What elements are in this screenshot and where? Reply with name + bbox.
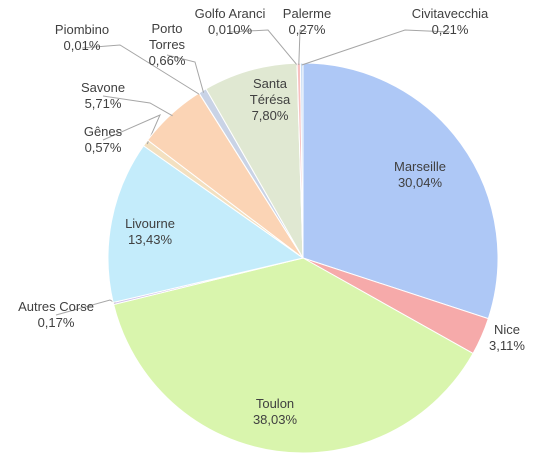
value-label: 0,010% — [207, 22, 253, 37]
value-label: 0,01% — [63, 38, 101, 53]
category-name: Savone — [80, 80, 126, 95]
category-name: Livourne — [125, 216, 175, 231]
slice-label: Palerme 0,27% — [283, 6, 331, 38]
category-name: Golfo Aranci — [194, 6, 266, 21]
category-name: Marseille — [393, 159, 447, 174]
category-name: Autres Corse — [18, 299, 94, 314]
category-name: Civitavecchia — [411, 6, 489, 21]
value-label: 0,21% — [431, 22, 469, 37]
value-label: 7,80% — [251, 108, 289, 123]
category-name: Porto Torres — [148, 21, 186, 52]
value-label: 38,03% — [252, 412, 298, 427]
slice-label: Porto Torres 0,66% — [141, 21, 193, 69]
slice-label: Civitavecchia 0,21% — [412, 6, 489, 38]
leader-line — [229, 29, 298, 66]
slice-label: Marseille 30,04% — [394, 159, 446, 191]
category-name: Piombino — [54, 22, 110, 37]
leader-line — [301, 29, 451, 66]
leader-line — [81, 44, 201, 96]
slice-label: Santa Térésa 7,80% — [244, 76, 296, 124]
value-label: 0,17% — [37, 315, 75, 330]
category-name: Nice — [493, 322, 520, 337]
value-label: 0,66% — [148, 53, 186, 68]
slice-label: Golfo Aranci 0,010% — [195, 6, 266, 38]
value-label: 3,11% — [489, 338, 525, 353]
slice-label: Gênes 0,57% — [84, 124, 122, 156]
value-label: 5,71% — [84, 96, 122, 111]
slice-label: Autres Corse 0,17% — [18, 299, 94, 331]
pie-slice — [107, 145, 305, 304]
slice-label: Livourne 13,43% — [125, 216, 175, 248]
category-name: Santa Térésa — [249, 76, 291, 107]
pie-slice — [113, 257, 474, 454]
slice-label: Savone 5,71% — [81, 80, 125, 112]
slice-label: Nice 3,11% — [489, 322, 525, 354]
category-name: Gênes — [83, 124, 123, 139]
leader-line — [166, 54, 205, 93]
pie-slice — [302, 62, 499, 320]
value-label: 0,27% — [288, 22, 326, 37]
leader-line — [102, 95, 173, 117]
pie-slice — [299, 62, 304, 259]
slice-label: Piombino 0,01% — [55, 22, 109, 54]
leader-line — [298, 29, 308, 66]
value-label: 30,04% — [397, 175, 443, 190]
leader-line — [102, 114, 161, 145]
value-label: 0,57% — [84, 140, 122, 155]
category-name: Toulon — [255, 396, 295, 411]
category-name: Palerme — [282, 6, 332, 21]
value-label: 13,43% — [127, 232, 173, 247]
slice-label: Toulon 38,03% — [253, 396, 297, 428]
